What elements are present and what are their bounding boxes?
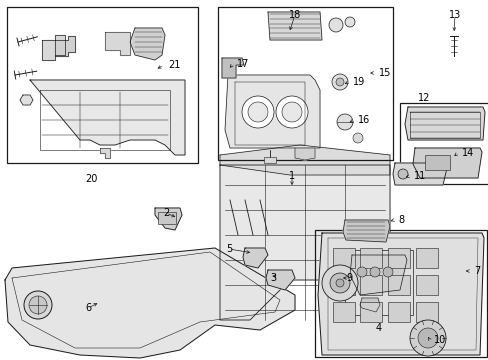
Polygon shape — [5, 248, 294, 358]
Circle shape — [417, 328, 437, 348]
Circle shape — [409, 320, 445, 356]
Polygon shape — [42, 35, 65, 60]
Circle shape — [382, 267, 392, 277]
Text: 14: 14 — [461, 148, 473, 158]
Text: 1: 1 — [288, 171, 294, 181]
Circle shape — [397, 169, 407, 179]
Bar — [218, 7, 392, 160]
Polygon shape — [294, 148, 314, 160]
Polygon shape — [359, 298, 379, 312]
Circle shape — [336, 114, 352, 130]
Polygon shape — [222, 58, 244, 78]
Polygon shape — [30, 80, 184, 155]
Bar — [359, 248, 381, 268]
Circle shape — [282, 102, 302, 122]
Text: 3: 3 — [269, 273, 276, 283]
Bar — [387, 248, 409, 268]
Text: 4: 4 — [375, 323, 381, 333]
Circle shape — [275, 96, 307, 128]
Circle shape — [329, 273, 349, 293]
Circle shape — [328, 18, 342, 32]
Circle shape — [335, 78, 343, 86]
Polygon shape — [220, 145, 389, 175]
Circle shape — [369, 267, 379, 277]
Text: 18: 18 — [288, 10, 301, 20]
Bar — [387, 302, 409, 322]
Polygon shape — [105, 32, 130, 55]
Text: 7: 7 — [473, 266, 479, 276]
Circle shape — [356, 267, 366, 277]
Circle shape — [24, 291, 52, 319]
Circle shape — [352, 133, 362, 143]
Circle shape — [247, 102, 267, 122]
Polygon shape — [55, 36, 75, 56]
Polygon shape — [404, 107, 484, 140]
Bar — [7, 7, 198, 163]
Circle shape — [321, 265, 357, 301]
Polygon shape — [220, 165, 389, 320]
Circle shape — [29, 296, 47, 314]
Polygon shape — [100, 148, 110, 158]
Bar — [415, 302, 437, 322]
Bar — [415, 275, 437, 295]
Polygon shape — [20, 95, 33, 105]
Text: 15: 15 — [378, 68, 390, 78]
Text: 19: 19 — [352, 77, 365, 87]
Bar — [424, 155, 449, 170]
Text: 11: 11 — [413, 171, 426, 181]
Text: 20: 20 — [84, 174, 97, 184]
Text: 13: 13 — [448, 10, 460, 20]
Text: 9: 9 — [345, 273, 351, 283]
Circle shape — [345, 17, 354, 27]
Text: 6: 6 — [85, 303, 91, 313]
Bar — [332, 302, 354, 322]
Text: 16: 16 — [357, 115, 369, 125]
Polygon shape — [317, 233, 483, 355]
Text: 17: 17 — [237, 59, 249, 69]
Text: 12: 12 — [417, 93, 429, 103]
Bar — [359, 302, 381, 322]
Circle shape — [335, 279, 343, 287]
Polygon shape — [342, 220, 389, 242]
Circle shape — [242, 96, 273, 128]
Bar — [387, 275, 409, 295]
Polygon shape — [130, 28, 164, 60]
Bar — [359, 275, 381, 295]
Circle shape — [331, 74, 347, 90]
Polygon shape — [224, 75, 319, 148]
Bar — [399, 103, 488, 184]
Bar — [335, 245, 419, 319]
Bar — [332, 248, 354, 268]
Bar — [264, 157, 275, 163]
Text: 10: 10 — [433, 335, 446, 345]
Polygon shape — [349, 255, 406, 295]
Polygon shape — [267, 12, 321, 40]
Text: 5: 5 — [225, 244, 232, 254]
Text: 21: 21 — [168, 60, 180, 70]
Bar — [314, 230, 486, 357]
Bar — [158, 212, 176, 224]
Polygon shape — [412, 148, 481, 178]
Bar — [332, 275, 354, 295]
Polygon shape — [392, 163, 446, 185]
Polygon shape — [155, 208, 182, 230]
Text: 8: 8 — [397, 215, 403, 225]
Polygon shape — [265, 270, 294, 290]
Polygon shape — [345, 250, 412, 315]
Polygon shape — [243, 248, 267, 268]
Bar — [415, 248, 437, 268]
Text: 2: 2 — [163, 208, 169, 218]
